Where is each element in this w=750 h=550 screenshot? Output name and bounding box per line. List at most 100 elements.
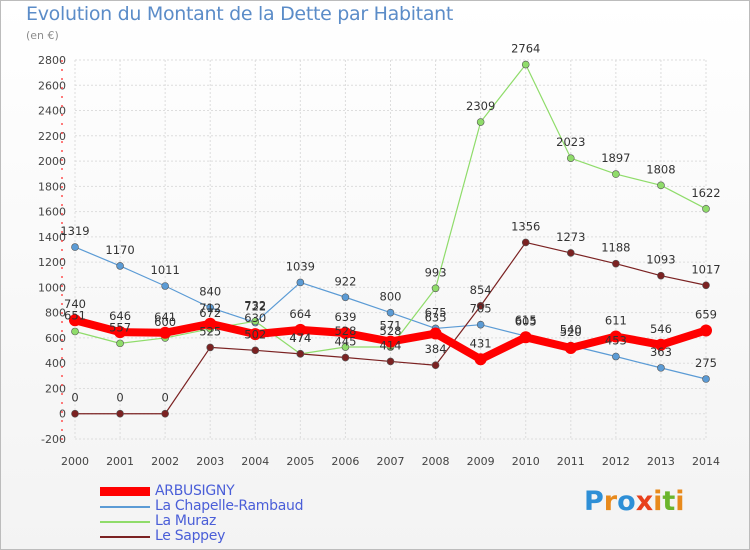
data-point-la-chapelle-rambaud xyxy=(657,364,665,372)
data-point-la-muraz xyxy=(476,118,485,126)
data-label-la-chapelle-rambaud: 722 xyxy=(244,300,266,314)
data-point-arbusigny xyxy=(519,331,532,344)
data-point-la-chapelle-rambaud xyxy=(341,293,350,302)
x-tick-label: 2011 xyxy=(557,455,585,468)
data-label-le-sappey: 384 xyxy=(425,342,447,356)
data-point-arbusigny xyxy=(609,330,622,343)
legend-swatch-la-chapelle-rambaud xyxy=(100,506,150,508)
x-tick-label: 2000 xyxy=(61,455,89,468)
data-point-arbusigny xyxy=(384,335,397,348)
x-tick-label: 2012 xyxy=(602,455,630,468)
data-label-la-muraz: 600 xyxy=(154,315,176,329)
data-label-le-sappey: 0 xyxy=(116,391,123,405)
data-label-arbusigny: 630 xyxy=(244,311,266,325)
logo-letter: x xyxy=(635,486,654,517)
data-point-le-sappey xyxy=(431,361,440,370)
data-label-la-chapelle-rambaud: 363 xyxy=(650,345,672,359)
data-point-la-muraz xyxy=(431,284,440,293)
x-tick-label: 2003 xyxy=(196,455,224,468)
data-label-le-sappey: 1017 xyxy=(691,262,720,276)
y-tick-label: -200 xyxy=(41,433,66,446)
data-point-la-muraz xyxy=(341,343,350,351)
y-tick-label: 2000 xyxy=(38,155,66,168)
data-point-le-sappey xyxy=(251,346,260,355)
x-tick-label: 2013 xyxy=(647,455,675,468)
data-point-la-chapelle-rambaud xyxy=(612,352,620,361)
data-point-la-chapelle-rambaud xyxy=(71,243,79,251)
data-point-le-sappey xyxy=(566,249,575,257)
data-label-arbusigny: 431 xyxy=(470,336,492,350)
data-label-la-muraz: 1808 xyxy=(646,162,675,176)
data-label-la-chapelle-rambaud: 1170 xyxy=(105,243,134,257)
data-label-arbusigny: 571 xyxy=(380,319,402,333)
chart-subtitle: (en €) xyxy=(26,29,59,42)
data-point-le-sappey xyxy=(71,409,79,418)
data-point-la-muraz xyxy=(566,154,575,162)
data-label-arbusigny: 664 xyxy=(289,307,311,321)
chart-title: Evolution du Montant de la Dette par Hab… xyxy=(26,3,454,25)
y-tick-label: 400 xyxy=(45,357,66,370)
data-point-la-chapelle-rambaud xyxy=(386,308,395,317)
data-point-le-sappey xyxy=(612,259,620,268)
data-label-arbusigny: 639 xyxy=(334,310,356,324)
data-point-la-chapelle-rambaud xyxy=(476,320,485,329)
data-label-la-chapelle-rambaud: 1039 xyxy=(286,259,315,273)
data-point-la-muraz xyxy=(657,181,665,190)
series-le-sappey xyxy=(71,238,710,418)
series-arbusigny xyxy=(69,314,712,366)
data-point-arbusigny xyxy=(204,317,217,330)
data-point-arbusigny xyxy=(249,328,262,341)
data-label-le-sappey: 502 xyxy=(244,327,266,341)
data-label-la-muraz: 1622 xyxy=(691,186,720,200)
data-point-la-chapelle-rambaud xyxy=(161,282,169,290)
data-point-la-muraz xyxy=(251,317,260,326)
data-point-le-sappey xyxy=(341,353,350,362)
y-tick-label: 1800 xyxy=(38,180,66,193)
logo-letter: i xyxy=(653,486,663,517)
data-label-la-chapelle-rambaud: 453 xyxy=(605,334,627,348)
data-label-la-muraz: 651 xyxy=(64,308,86,322)
y-tick-label: 2400 xyxy=(38,105,66,118)
data-point-arbusigny xyxy=(339,327,352,340)
data-label-arbusigny: 641 xyxy=(154,310,176,324)
y-tick-label: 600 xyxy=(45,332,66,345)
data-point-arbusigny xyxy=(564,342,577,355)
data-label-la-muraz: 528 xyxy=(380,324,402,338)
data-label-la-muraz: 557 xyxy=(109,320,131,334)
x-tick-label: 2005 xyxy=(286,455,314,468)
x-tick-label: 2008 xyxy=(422,455,450,468)
data-point-arbusigny xyxy=(474,353,487,366)
data-label-la-chapelle-rambaud: 1319 xyxy=(60,224,89,238)
data-label-le-sappey: 854 xyxy=(470,283,492,297)
data-point-le-sappey xyxy=(161,409,169,418)
data-label-arbusigny: 740 xyxy=(64,297,86,311)
data-point-arbusigny xyxy=(429,327,442,340)
data-point-le-sappey xyxy=(206,343,215,352)
x-tick-label: 2010 xyxy=(512,455,540,468)
data-label-le-sappey: 474 xyxy=(289,331,311,345)
y-tick-label: 1600 xyxy=(38,206,66,219)
data-label-la-chapelle-rambaud: 275 xyxy=(695,356,717,370)
data-point-la-chapelle-rambaud xyxy=(296,278,305,287)
y-tick-label: 800 xyxy=(45,307,66,320)
data-label-la-muraz: 993 xyxy=(425,265,447,279)
y-tick-label: 1200 xyxy=(38,256,66,269)
data-label-arbusigny: 520 xyxy=(560,325,582,339)
y-tick-label: 200 xyxy=(45,382,66,395)
x-tick-label: 2006 xyxy=(331,455,359,468)
x-tick-label: 2001 xyxy=(106,455,134,468)
y-tick-label: 2600 xyxy=(38,79,66,92)
data-point-arbusigny xyxy=(700,324,712,337)
data-label-arbusigny: 712 xyxy=(199,301,221,315)
data-point-la-muraz xyxy=(521,60,530,69)
x-tick-label: 2004 xyxy=(241,455,269,468)
data-label-le-sappey: 1188 xyxy=(601,241,630,255)
data-label-le-sappey: 0 xyxy=(71,391,78,405)
data-label-arbusigny: 546 xyxy=(650,322,672,336)
data-label-la-chapelle-rambaud: 922 xyxy=(334,274,356,288)
data-label-la-chapelle-rambaud: 675 xyxy=(425,305,447,319)
proxiti-logo: Proxiti xyxy=(584,486,685,517)
data-point-la-muraz xyxy=(612,170,620,178)
data-label-la-muraz: 528 xyxy=(334,324,356,338)
